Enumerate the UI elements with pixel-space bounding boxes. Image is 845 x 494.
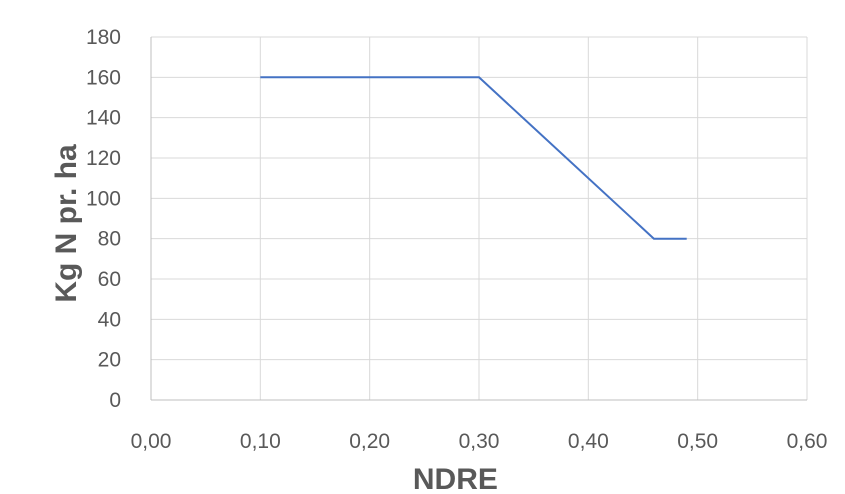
gridlines	[151, 36, 808, 400]
x-tick-label: 0,00	[131, 430, 172, 453]
y-tick-label: 180	[86, 26, 121, 49]
y-tick-label: 100	[86, 187, 121, 210]
x-axis-title: NDRE	[413, 463, 498, 494]
y-tick-label: 160	[86, 66, 121, 89]
x-tick-label: 0,50	[677, 430, 718, 453]
y-tick-label: 80	[98, 228, 121, 251]
y-tick-label: 40	[98, 308, 121, 331]
x-tick-label: 0,10	[240, 430, 281, 453]
tick-labels: 0 20 40 60 80 100 120 140 160 180 0,00 0,10 0,20 0,30…	[86, 26, 827, 453]
y-tick-label: 20	[98, 349, 121, 372]
series-layer	[260, 76, 687, 240]
x-tick-label: 0,60	[787, 430, 828, 453]
y-tick-label: 0	[109, 389, 121, 412]
axes	[150, 37, 807, 401]
x-tick-label: 0,40	[568, 430, 609, 453]
y-tick-label: 60	[98, 268, 121, 291]
x-tick-label: 0,30	[459, 430, 500, 453]
y-tick-label: 120	[86, 147, 121, 170]
x-tick-label: 0,20	[349, 430, 390, 453]
y-tick-label: 140	[86, 107, 121, 130]
y-axis-title: Kg N pr. ha	[50, 144, 83, 303]
series-line	[260, 76, 687, 240]
